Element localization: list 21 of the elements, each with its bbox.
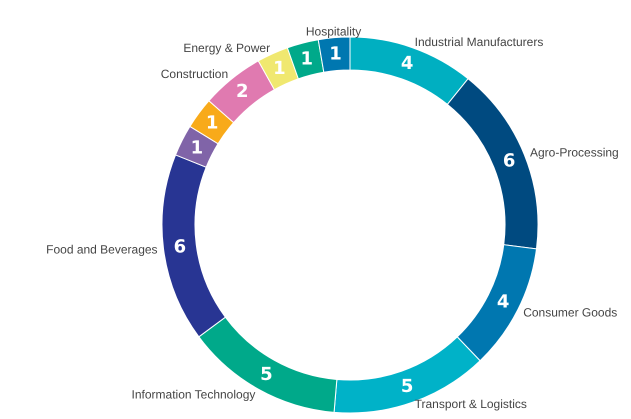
data-label: 1 bbox=[273, 58, 286, 80]
slice-label: Food and Beverages bbox=[46, 242, 158, 257]
slice-label: Consumer Goods bbox=[523, 305, 618, 320]
data-label: 1 bbox=[190, 137, 204, 158]
slice-label: Energy & Power bbox=[183, 41, 270, 56]
slice-label: Construction bbox=[160, 67, 228, 82]
data-label: 5 bbox=[400, 376, 414, 398]
data-label: 6 bbox=[502, 150, 516, 172]
data-label: 4 bbox=[496, 292, 510, 313]
data-label: 4 bbox=[400, 52, 414, 74]
slice-label: Agro-Processing bbox=[530, 146, 619, 160]
data-label: 1 bbox=[206, 112, 218, 134]
slice-label: Hospitality bbox=[306, 24, 362, 39]
data-label: 2 bbox=[236, 81, 249, 102]
data-label: 6 bbox=[174, 236, 186, 258]
data-label: 1 bbox=[300, 48, 314, 70]
slice-label: Transport & Logistics bbox=[414, 396, 527, 411]
data-label: 5 bbox=[260, 364, 273, 386]
slice-label: Industrial Manufacturers bbox=[414, 35, 544, 50]
data-label: 1 bbox=[329, 44, 342, 65]
slice-label: Information Technology bbox=[132, 387, 256, 402]
